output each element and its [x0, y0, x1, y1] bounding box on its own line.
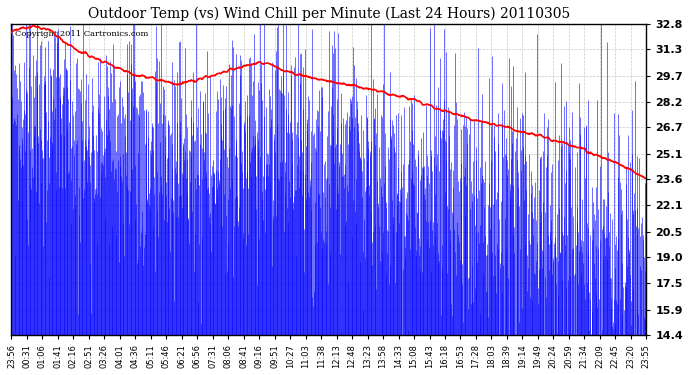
Title: Outdoor Temp (vs) Wind Chill per Minute (Last 24 Hours) 20110305: Outdoor Temp (vs) Wind Chill per Minute … [88, 7, 570, 21]
Text: Copyright 2011 Cartronics.com: Copyright 2011 Cartronics.com [14, 30, 148, 38]
